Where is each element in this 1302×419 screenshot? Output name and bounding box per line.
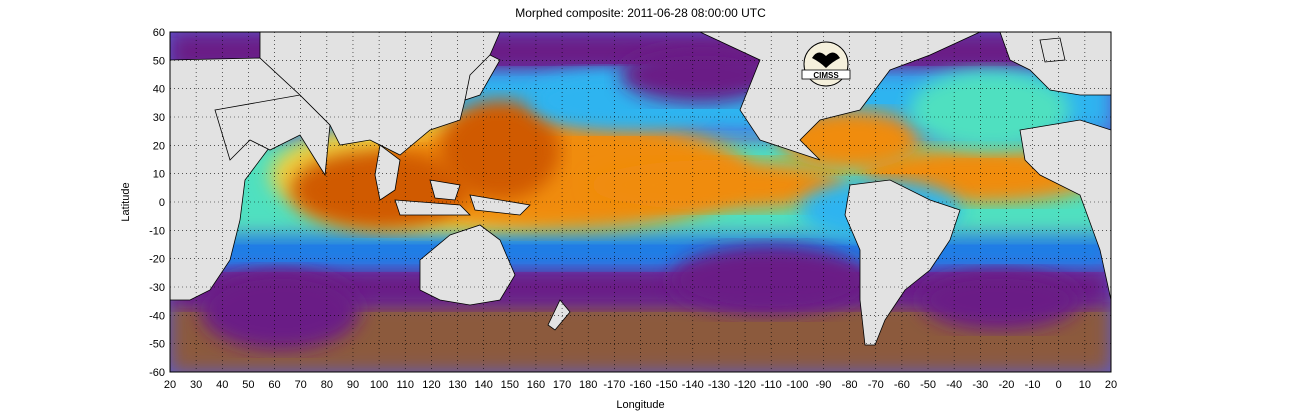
- x-tick-label: 20: [164, 379, 176, 391]
- x-tick-label: -70: [868, 379, 884, 391]
- x-tick-label: -90: [816, 379, 832, 391]
- cimss-logo: CIMSS: [801, 41, 851, 87]
- x-tick-label: 70: [295, 379, 307, 391]
- x-tick-label: 50: [242, 379, 254, 391]
- x-tick-label: -130: [708, 379, 730, 391]
- x-tick-label: -170: [603, 379, 625, 391]
- x-tick-label: 100: [370, 379, 388, 391]
- y-tick-label: 10: [153, 169, 165, 181]
- x-tick-label: 80: [321, 379, 333, 391]
- x-axis-label: Longitude: [616, 399, 665, 411]
- x-tick-label: -50: [920, 379, 936, 391]
- x-tick-label: 60: [268, 379, 280, 391]
- tpw-field: [170, 32, 1111, 372]
- map-gridlines: [170, 32, 1111, 372]
- x-tick-label: 120: [422, 379, 440, 391]
- x-tick-label: 180: [579, 379, 597, 391]
- x-tick-label: -20: [998, 379, 1014, 391]
- x-tick-label: 110: [396, 379, 414, 391]
- y-tick-label: 30: [153, 112, 165, 124]
- y-tick-label: 20: [153, 140, 165, 152]
- y-tick-label: -30: [149, 282, 165, 294]
- x-tick-label: -30: [972, 379, 988, 391]
- x-tick-label: 150: [501, 379, 519, 391]
- x-tick-label: -80: [842, 379, 858, 391]
- y-tick-label: 40: [153, 84, 165, 96]
- y-tick-label: 0: [159, 197, 165, 209]
- y-tick-label: -60: [149, 367, 165, 379]
- x-axis: 20 30 40 50 60 70 80 90 100 110 120 130 140 150 160 170…: [164, 379, 1117, 391]
- y-tick-label: 50: [153, 55, 165, 67]
- y-tick-label: -40: [149, 310, 165, 322]
- x-tick-label: 90: [347, 379, 359, 391]
- x-tick-label: 160: [527, 379, 545, 391]
- x-tick-label: 30: [190, 379, 202, 391]
- x-tick-label: 20: [1105, 379, 1117, 391]
- x-tick-label: -40: [946, 379, 962, 391]
- x-tick-label: -120: [734, 379, 756, 391]
- y-tick-label: 60: [153, 27, 165, 39]
- y-tick-label: -10: [149, 225, 165, 237]
- y-axis: 60 50 40 30 20 10 0 -10 -20 -30 -40 -50 -60: [149, 27, 165, 379]
- x-tick-label: -10: [1025, 379, 1041, 391]
- x-tick-label: -60: [894, 379, 910, 391]
- x-tick-label: 0: [1056, 379, 1062, 391]
- y-tick-label: -20: [149, 254, 165, 266]
- x-tick-label: 130: [448, 379, 466, 391]
- x-tick-label: -150: [656, 379, 678, 391]
- x-tick-label: -110: [761, 379, 782, 391]
- x-tick-label: 10: [1079, 379, 1091, 391]
- x-tick-label: 140: [474, 379, 492, 391]
- land: [170, 32, 1111, 346]
- y-tick-label: -50: [149, 339, 165, 351]
- plot-frame: [169, 31, 1112, 373]
- cimss-logo-text: CIMSS: [813, 71, 839, 80]
- x-tick-label: -100: [786, 379, 808, 391]
- x-tick-label: 170: [553, 379, 571, 391]
- x-tick-label: 40: [216, 379, 228, 391]
- x-tick-label: -160: [629, 379, 651, 391]
- map-title: Morphed composite: 2011-06-28 08:00:00 U…: [515, 6, 766, 20]
- x-tick-label: -140: [682, 379, 704, 391]
